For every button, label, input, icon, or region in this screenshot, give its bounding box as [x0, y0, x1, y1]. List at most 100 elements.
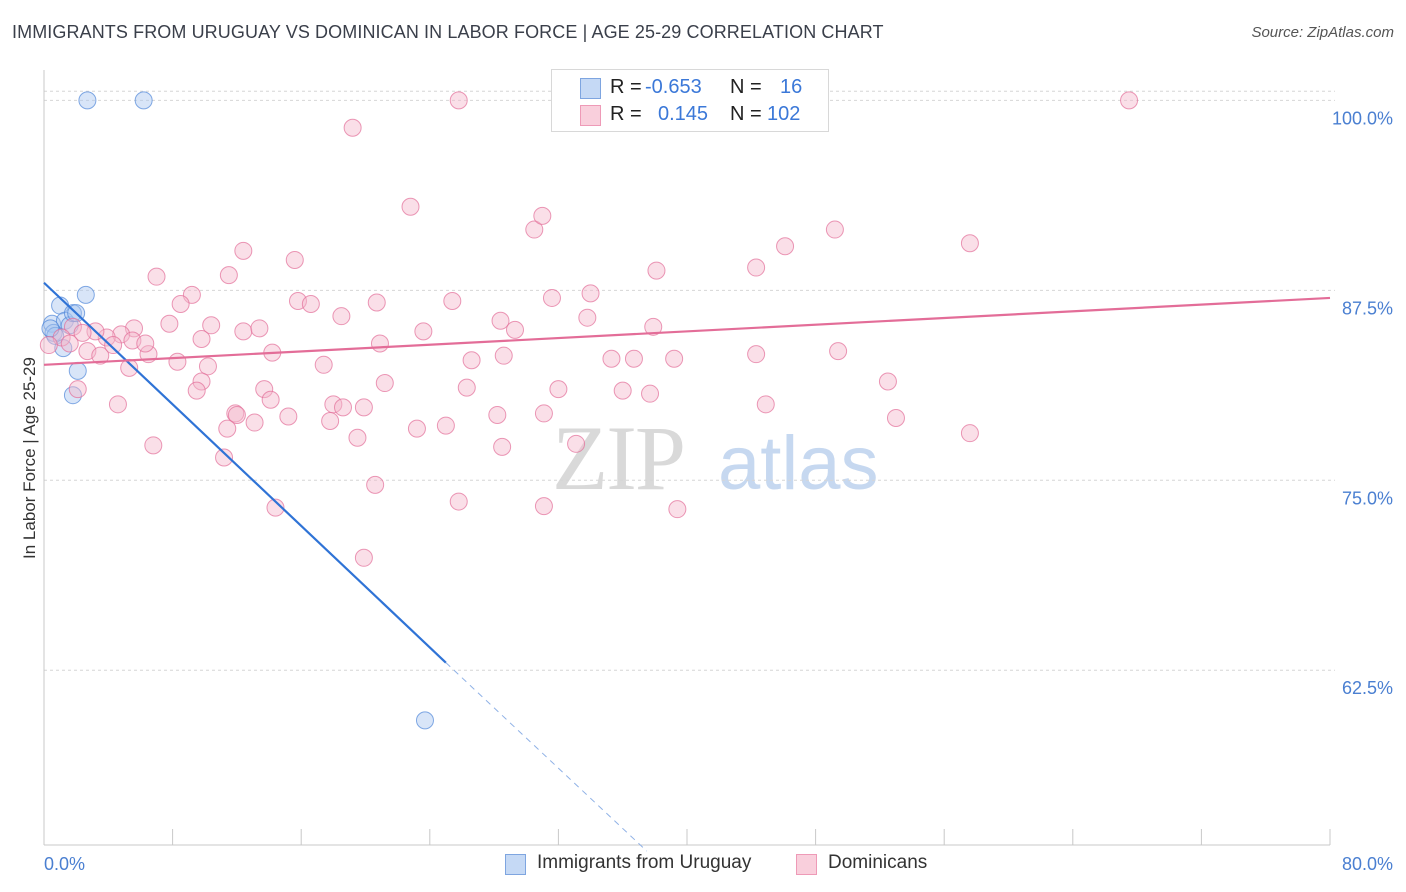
dominican-point: [108, 395, 127, 414]
dominican-point: [747, 258, 766, 277]
dominican-point: [534, 497, 553, 516]
uruguay-point: [415, 711, 434, 730]
dominican-point: [104, 336, 123, 355]
uruguay-point: [68, 361, 87, 380]
dominican-point: [747, 345, 766, 364]
dominican-point: [494, 346, 513, 365]
dominican-point: [285, 250, 304, 269]
y-tick-label: 62.5%: [1342, 678, 1393, 698]
dominican-point: [97, 328, 116, 347]
uruguay-point: [63, 386, 82, 405]
bottom-legend-swatch-uruguay: [505, 854, 526, 875]
dominican-point: [647, 261, 666, 280]
dominican-point: [192, 372, 211, 391]
dominican-point: [198, 357, 217, 376]
dominican-point: [354, 548, 373, 567]
bottom-legend-label: Dominicans: [828, 852, 928, 873]
dominican-point: [641, 384, 660, 403]
dominican-point: [234, 322, 253, 341]
dominican-point: [491, 311, 510, 330]
dominican-point: [255, 380, 274, 399]
dominican-point: [668, 500, 687, 519]
dominican-point: [168, 352, 187, 371]
uruguay-point: [76, 285, 95, 304]
x-tick-label: 80.0%: [1342, 854, 1393, 874]
dominican-point: [366, 475, 385, 494]
dominican-point: [436, 416, 455, 435]
legend-n-value: 102: [767, 103, 801, 125]
dominican-point: [136, 334, 155, 353]
dominican-point: [644, 317, 663, 336]
legend-r-label: R =: [610, 76, 642, 98]
dominican-point: [321, 412, 340, 431]
dominican-point: [825, 220, 844, 239]
chart-title: IMMIGRANTS FROM URUGUAY VS DOMINICAN IN …: [12, 22, 884, 42]
dominican-point: [202, 316, 221, 335]
dominican-point: [960, 424, 979, 443]
dominican-point: [314, 355, 333, 374]
legend-n-label: N =: [730, 76, 762, 98]
dominican-point: [68, 380, 87, 399]
dominican-point: [279, 407, 298, 426]
dominican-point: [533, 206, 552, 225]
y-tick-label: 100.0%: [1332, 108, 1393, 128]
dominican-point: [534, 404, 553, 423]
dominican-point: [443, 291, 462, 310]
dominican-point: [457, 378, 476, 397]
dominican-point: [756, 395, 775, 414]
dominican-point: [567, 434, 586, 453]
dominican-point: [354, 398, 373, 417]
x-tick-label: 0.0%: [44, 854, 85, 874]
dominican-point: [144, 436, 163, 455]
bottom-legend-label: Immigrants from Uruguay: [537, 852, 752, 873]
dominican-point: [449, 91, 468, 110]
legend-swatch-uruguay: [580, 78, 601, 99]
dominican-point: [370, 334, 389, 353]
dominican-point: [147, 267, 166, 286]
dominican-point: [578, 308, 597, 327]
dominican-point: [449, 492, 468, 511]
dominican-point: [332, 307, 351, 326]
dominican-point: [829, 342, 848, 361]
dominican-point: [218, 419, 237, 438]
dominican-trend-line: [43, 296, 1331, 366]
legend-r-value: -0.653: [645, 76, 702, 98]
dominican-point: [301, 295, 320, 314]
dominican-point: [375, 374, 394, 393]
dominican-point: [343, 118, 362, 137]
dominican-point: [171, 295, 190, 314]
dominican-point: [549, 380, 568, 399]
dominican-point: [245, 413, 264, 432]
legend-r-value: 0.145: [658, 103, 709, 125]
uruguay-trend-extension: [445, 662, 648, 852]
watermark-atlas: atlas: [718, 421, 879, 506]
dominican-point: [250, 319, 269, 338]
dominican-point: [39, 336, 58, 355]
dominican-point: [215, 448, 234, 467]
uruguay-trend-line: [43, 281, 447, 664]
dominican-point: [493, 437, 512, 456]
dominican-point: [525, 220, 544, 239]
dominican-point: [192, 329, 211, 348]
dominican-point: [333, 398, 352, 417]
source-label: Source: ZipAtlas.com: [1251, 24, 1394, 41]
legend-swatch-dominicans: [580, 105, 601, 126]
y-tick-label: 75.0%: [1342, 488, 1393, 508]
dominican-point: [60, 334, 79, 353]
correlation-legend: R = -0.653 N = 16 R = 0.145 N = 102: [551, 69, 829, 132]
dominican-point: [581, 284, 600, 303]
dominican-point: [462, 351, 481, 370]
dominican-point: [348, 428, 367, 447]
dominican-point: [160, 314, 179, 333]
dominican-point: [266, 498, 285, 517]
dominican-point: [261, 390, 280, 409]
dominican-point: [505, 320, 524, 339]
dominican-point: [414, 322, 433, 341]
dominican-point: [401, 197, 420, 216]
dominican-point: [960, 234, 979, 253]
dominican-point: [91, 346, 110, 365]
dominican-point: [73, 323, 92, 342]
legend-r-label: R =: [610, 103, 642, 125]
y-tick-label: 87.5%: [1342, 298, 1393, 318]
